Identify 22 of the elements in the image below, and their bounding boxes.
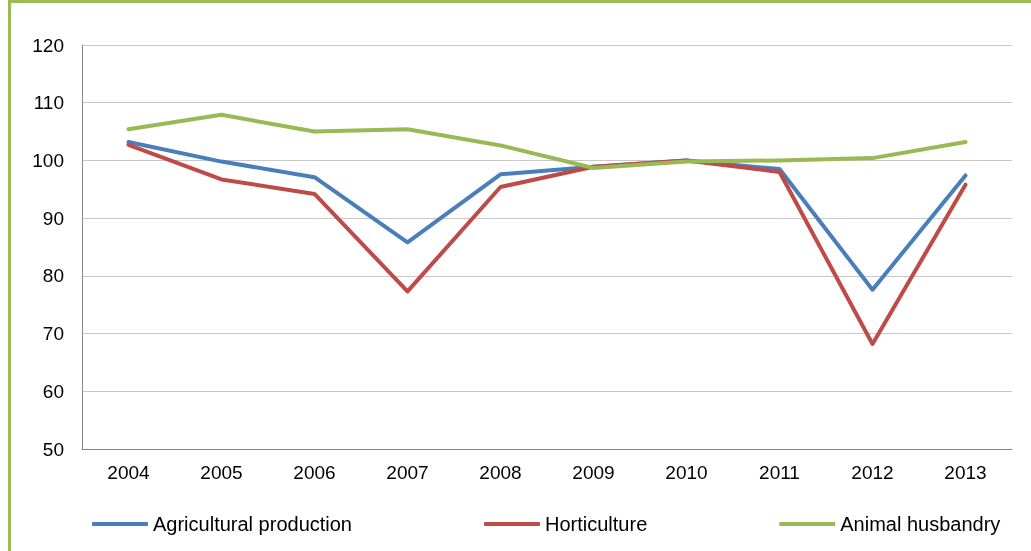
x-tick-label: 2006 — [293, 462, 336, 483]
y-tick-label: 80 — [42, 265, 64, 287]
x-tick-label: 2012 — [851, 462, 894, 483]
x-tick-label: 2010 — [665, 462, 708, 483]
y-tick-label: 100 — [32, 149, 64, 171]
y-tick-label: 120 — [32, 34, 64, 56]
y-tick-label: 50 — [42, 438, 64, 460]
legend-label: Agricultural production — [153, 513, 352, 535]
x-tick-label: 2013 — [944, 462, 987, 483]
y-tick-label: 60 — [42, 380, 64, 402]
legend-label: Animal husbandry — [840, 513, 1001, 535]
y-tick-label: 90 — [42, 207, 64, 229]
line-series — [126, 112, 968, 170]
x-tick-label: 2004 — [107, 462, 151, 483]
y-tick-label: 70 — [42, 323, 64, 345]
x-tick-label: 2008 — [479, 462, 522, 483]
x-tick-label: 2005 — [200, 462, 243, 483]
x-tick-label: 2007 — [386, 462, 429, 483]
x-tick-label: 2009 — [572, 462, 615, 483]
y-tick-label: 110 — [33, 92, 64, 114]
legend-label: Horticulture — [544, 513, 648, 535]
x-tick-label: 2011 — [759, 462, 800, 483]
